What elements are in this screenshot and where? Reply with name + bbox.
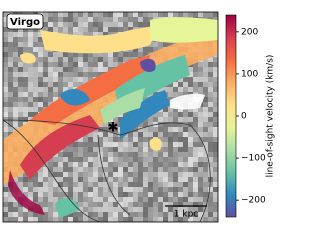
colorbar-tick-label: 100 (241, 69, 258, 79)
colorbar (225, 14, 237, 218)
nucleus-marker: ✱ (108, 121, 119, 136)
label-box (6, 13, 44, 30)
colorbar-tick-label: 0 (241, 112, 247, 122)
colorbar-label: line-of-sight velocity (km/s) (266, 55, 276, 178)
panel-label: Virgo (10, 17, 40, 28)
colorbar-tick-label: −100 (241, 154, 266, 164)
panel-frame (2, 11, 219, 223)
figure: ✱ Virgo 1 kpc line-of-sight velocity (km… (2, 11, 276, 223)
colorbar-tick-label: 200 (241, 27, 258, 37)
scale-bar-label: 1 kpc (174, 210, 199, 220)
colorbar-tick-label: −200 (241, 196, 266, 206)
velocity-map (3, 17, 218, 222)
